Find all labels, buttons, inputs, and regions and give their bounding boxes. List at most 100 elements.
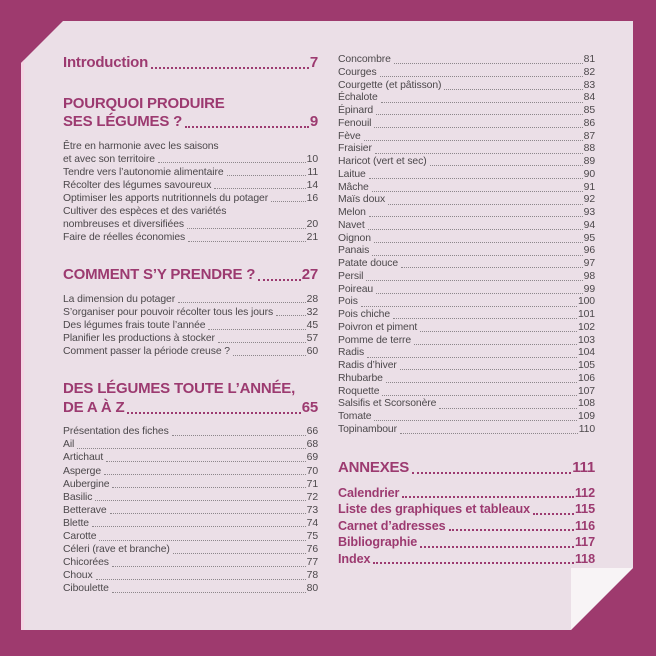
toc-entry: Planifier les productions à stocker 57 [63, 332, 318, 345]
leader-dots [77, 447, 306, 449]
leader-dots [379, 76, 583, 77]
toc-entry: Échalote 84 [338, 92, 595, 105]
page-number: 78 [306, 570, 318, 582]
toc-label: Carnet d’adresses [338, 518, 446, 533]
page-curl [571, 568, 633, 630]
toc-label: Courges [338, 66, 377, 78]
toc-label: Melon [338, 207, 366, 218]
leader-dots [374, 420, 577, 422]
leader-dots [373, 562, 574, 565]
leader-dots [444, 88, 583, 90]
toc-entry: Fenouil 86 [338, 118, 595, 131]
toc-label: POURQUOI PRODUIRE [63, 94, 225, 112]
leader-dots [187, 227, 306, 229]
page-number: 75 [306, 530, 318, 542]
toc-entry: Basilic 72 [63, 491, 318, 504]
toc-line: Échalote 84 [338, 92, 595, 105]
page-number: 77 [306, 557, 318, 569]
toc-line: Pomme de terre 103 [338, 335, 595, 348]
toc-entry: Betterave 73 [63, 504, 318, 517]
toc-label: Pois [338, 296, 358, 308]
toc-label: Échalote [338, 92, 378, 104]
toc-label: Patate douce [338, 258, 399, 269]
page-number: 92 [583, 194, 595, 206]
toc-entry: Céleri (rave et branche) 76 [63, 543, 318, 556]
toc-entry: Courges 82 [338, 67, 595, 80]
toc-label: S’organiser pour pouvoir récolter tous l… [63, 306, 274, 318]
toc-entry: Roquette 107 [338, 386, 595, 399]
leader-dots [393, 63, 583, 65]
page-number: 32 [306, 306, 318, 318]
toc-label: Céleri (rave et branche) [63, 544, 170, 556]
toc-entry: Pois chiche 101 [338, 309, 595, 322]
leader-dots [99, 539, 306, 541]
page-number: 107 [577, 385, 595, 397]
toc-left-column: Introduction 7 POURQUOI PRODUIRE SES LÉGUME… [63, 54, 318, 630]
leader-dots [276, 315, 306, 317]
page-number: 102 [577, 321, 595, 333]
toc-label: Être en harmonie avec les saisons [63, 140, 219, 152]
leader-dots [439, 407, 577, 409]
toc-entry: Blette 74 [63, 517, 318, 530]
toc-entry: Aubergine 71 [63, 478, 318, 491]
toc-line: Radis 104 [338, 347, 595, 360]
leader-dots [399, 369, 577, 371]
leader-dots [188, 240, 306, 242]
page-number: 27 [301, 266, 319, 284]
toc-entry: Rhubarbe 106 [338, 373, 595, 386]
toc-entry: S’organiser pour pouvoir récolter tous l… [63, 306, 318, 319]
toc-line: Récolter des légumes savoureux 14 [63, 179, 318, 192]
toc-label: Basilic [63, 491, 93, 503]
toc-label: Fraisier [338, 143, 372, 155]
toc-label: Choux [63, 570, 93, 582]
toc-label: Épinard [338, 105, 374, 116]
leader-dots [111, 591, 306, 593]
toc-label: Calendrier [338, 486, 400, 500]
page-number: 73 [306, 504, 318, 516]
leader-dots [373, 241, 583, 243]
page-number: 118 [574, 551, 595, 566]
toc-label: Des légumes frais toute l’année [63, 319, 206, 331]
toc-entry: Maïs doux 92 [338, 194, 595, 207]
toc-line: Salsifis et Scorsonère 108 [338, 398, 595, 411]
toc-label: Ail [63, 439, 75, 451]
toc-label: La dimension du potager [63, 293, 176, 305]
toc-line: Panais 96 [338, 245, 595, 258]
leader-dots [171, 434, 306, 436]
leader-dots [368, 178, 583, 179]
toc-line: Faire de réelles économies 21 [63, 231, 318, 244]
toc-entry: Mâche 91 [338, 182, 595, 195]
page-number: 45 [306, 319, 318, 331]
toc-entry: Choux 78 [63, 569, 318, 582]
toc-line: Rhubarbe 106 [338, 373, 595, 386]
toc-entry: Ciboulette 80 [63, 582, 318, 595]
toc-entry: Fraisier 88 [338, 143, 595, 156]
toc-label: Liste des graphiques et tableaux [338, 502, 531, 517]
leader-dots [172, 552, 306, 554]
toc-label: Introduction [63, 54, 149, 71]
toc-line: Topinambour 110 [338, 424, 595, 437]
toc-line: Fenouil 86 [338, 118, 595, 131]
toc-entry: Haricot (vert et sec) 89 [338, 156, 595, 169]
toc-line: DES LÉGUMES TOUTE L’ANNÉE, [63, 380, 318, 399]
toc-line: Ail 68 [63, 438, 318, 451]
toc-label: Persil [338, 270, 364, 282]
toc-line: Melon 93 [338, 207, 595, 220]
leader-dots [388, 203, 583, 205]
toc-line: Carotte 75 [63, 530, 318, 543]
page-number: 110 [578, 423, 595, 435]
leader-dots [178, 302, 306, 304]
leader-dots [420, 331, 577, 332]
leader-dots [429, 165, 583, 167]
leader-dots [399, 433, 578, 434]
toc-label: Artichaut [63, 452, 104, 464]
page-number: 87 [583, 130, 595, 142]
toc-entry: Salsifis et Scorsonère 108 [338, 398, 595, 411]
leader-dots [151, 67, 309, 69]
toc-label: Radis d’hiver [338, 360, 397, 371]
leader-dots [412, 471, 572, 474]
toc-line: Maïs doux 92 [338, 194, 595, 207]
toc-line: Calendrier 112 [338, 485, 595, 501]
leader-dots [385, 382, 577, 383]
toc-line: nombreuses et diversifiées 20 [63, 218, 318, 231]
